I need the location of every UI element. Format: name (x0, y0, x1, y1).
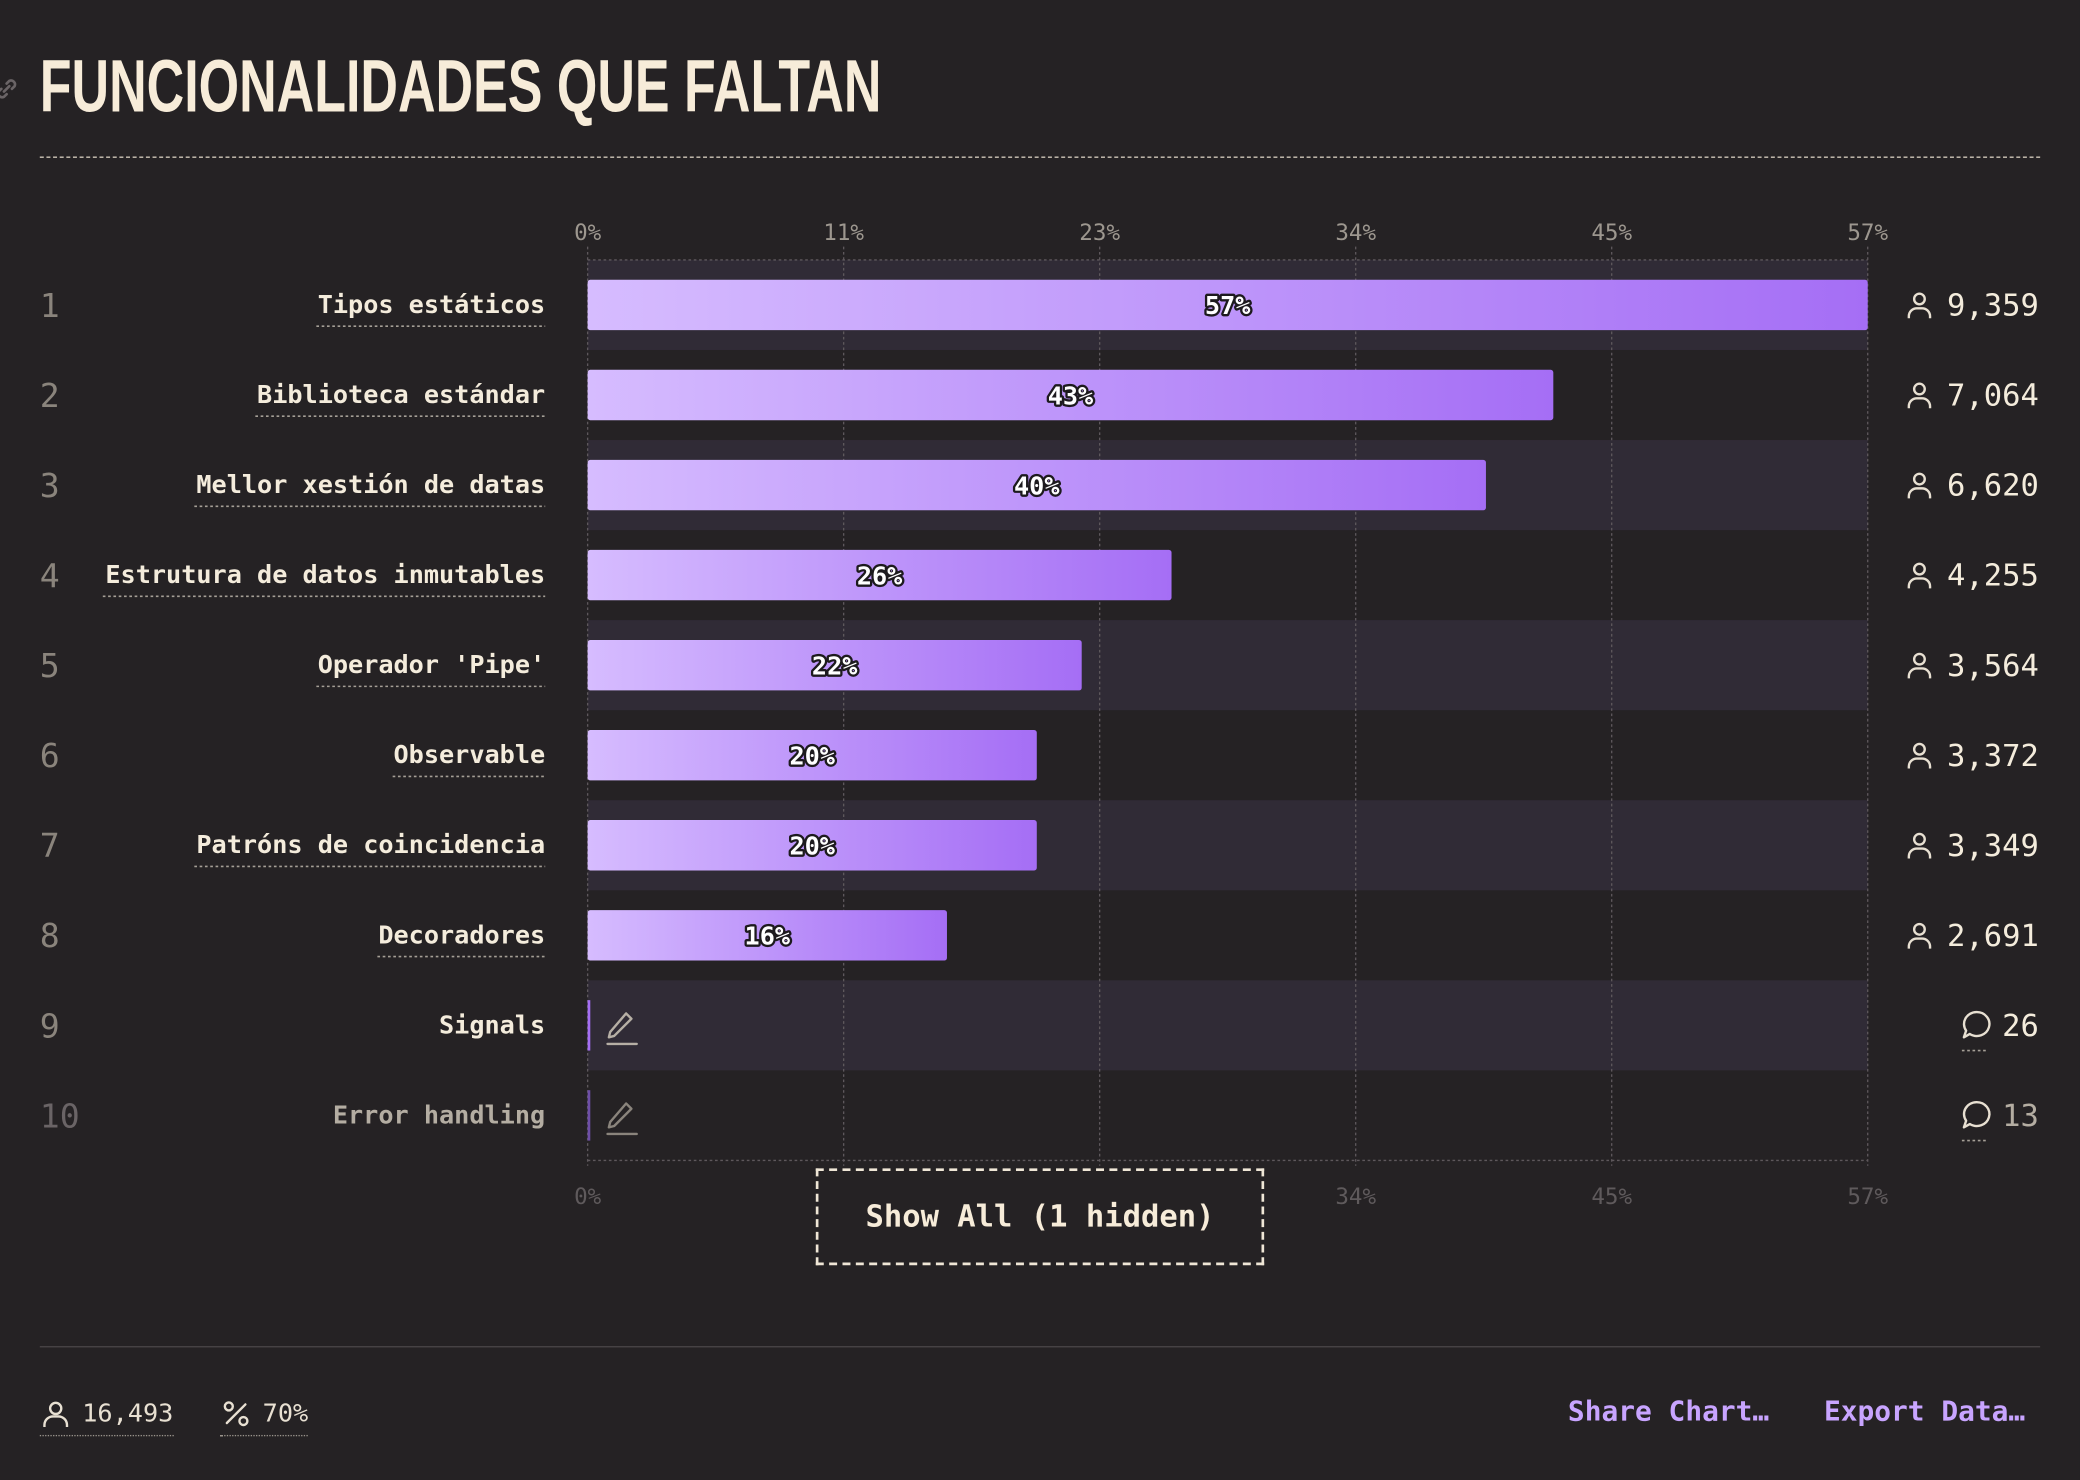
person-icon (1907, 742, 1932, 769)
chart-row[interactable]: 10 Error handling 13 (40, 1090, 2039, 1142)
bar-value-label: 20% (789, 832, 835, 861)
bar[interactable] (587, 639, 1082, 691)
row-rank: 3 (40, 466, 60, 505)
x-tick-label-bottom: 57% (1847, 1184, 1888, 1210)
completion-percentage[interactable]: 70% (220, 1393, 309, 1437)
row-label[interactable]: Signals (439, 1010, 545, 1039)
row-count[interactable]: 2,691 (1947, 919, 2039, 954)
respondents-value: 16,493 (82, 1399, 174, 1429)
row-count[interactable]: 3,564 (1947, 649, 2039, 684)
bar-value-label: 16% (745, 922, 791, 951)
bar[interactable] (587, 730, 1037, 781)
chart-row[interactable]: 1 Tipos estáticos 57% 9,359 (40, 279, 2039, 331)
row-label[interactable]: Decoradores (378, 920, 545, 949)
comment-icon (1962, 1010, 1991, 1039)
page-title: FUNCIONALIDADES QUE FALTAN (39, 43, 882, 128)
link-icon[interactable] (0, 74, 21, 103)
row-rank: 8 (40, 916, 60, 955)
chart-row[interactable]: 3 Mellor xestión de datas 40% 6,620 (40, 459, 2039, 511)
row-rank: 6 (40, 736, 60, 775)
row-count[interactable]: 13 (2002, 1099, 2039, 1134)
x-tick-label-bottom: 0% (574, 1184, 602, 1210)
bar-value-label: 22% (812, 651, 858, 680)
bar[interactable] (587, 459, 1486, 511)
bar[interactable] (587, 1090, 591, 1141)
edit-icon[interactable] (606, 1102, 638, 1136)
person-icon (1907, 472, 1932, 499)
row-count[interactable]: 26 (2002, 1009, 2039, 1044)
x-tick-label-top: 45% (1591, 220, 1632, 246)
person-icon (1907, 562, 1932, 589)
x-tick-label-top: 34% (1335, 220, 1376, 246)
row-label[interactable]: Operador 'Pipe' (318, 650, 545, 679)
x-tick-label-top: 57% (1847, 220, 1888, 246)
chart-row[interactable]: 4 Estrutura de datos inmutables 26% 4,255 (40, 549, 2039, 601)
x-tick-label-bottom: 45% (1591, 1184, 1632, 1210)
percent-icon (223, 1401, 249, 1427)
row-label[interactable]: Error handling (333, 1100, 545, 1129)
show-all-button[interactable]: Show All (1 hidden) (815, 1168, 1265, 1266)
chart-row[interactable]: 2 Biblioteca estándar 43% 7,064 (40, 369, 2039, 421)
person-icon (1907, 652, 1932, 679)
footer-divider (39, 1346, 2041, 1348)
bar[interactable] (587, 549, 1172, 601)
row-band (587, 980, 1868, 1071)
bar[interactable] (587, 279, 1868, 331)
row-rank: 5 (40, 646, 60, 685)
row-label[interactable]: Patróns de coincidencia (196, 830, 545, 859)
bar-value-label: 57% (1205, 291, 1251, 320)
chart-row[interactable]: 5 Operador 'Pipe' 22% 3,564 (40, 639, 2039, 691)
row-count[interactable]: 6,620 (1947, 469, 2039, 504)
bar[interactable] (587, 910, 947, 961)
row-rank: 2 (40, 376, 60, 415)
person-icon (1907, 922, 1932, 949)
bar[interactable] (587, 820, 1037, 871)
chart-row[interactable]: 9 Signals 26 (40, 1000, 2039, 1052)
bar-value-label: 26% (857, 561, 903, 590)
person-icon (1907, 832, 1932, 859)
person-icon (1907, 382, 1932, 409)
row-count[interactable]: 3,372 (1947, 739, 2039, 774)
bar-value-label: 43% (1048, 381, 1094, 410)
title-divider (39, 156, 2041, 158)
row-rank: 4 (40, 556, 60, 595)
row-label[interactable]: Estrutura de datos inmutables (105, 560, 545, 589)
row-count[interactable]: 3,349 (1947, 829, 2039, 864)
row-rank: 9 (40, 1006, 60, 1045)
row-label[interactable]: Observable (394, 740, 546, 769)
row-count[interactable]: 4,255 (1947, 559, 2039, 594)
person-icon (1907, 292, 1932, 319)
row-label[interactable]: Tipos estáticos (318, 290, 545, 319)
chart-row[interactable]: 8 Decoradores 16% 2,691 (40, 910, 2039, 961)
export-data-link[interactable]: Export Data… (1823, 1395, 2026, 1427)
chart-row[interactable]: 7 Patróns de coincidencia 20% 3,349 (40, 820, 2039, 871)
row-count[interactable]: 7,064 (1947, 379, 2039, 414)
total-respondents[interactable]: 16,493 (39, 1393, 174, 1437)
bar-value-label: 40% (1014, 471, 1060, 500)
x-tick-label-top: 23% (1079, 220, 1120, 246)
chart-row[interactable]: 6 Observable 20% 3,372 (40, 730, 2039, 781)
bar-value-label: 20% (789, 741, 835, 770)
row-rank: 7 (40, 826, 60, 865)
row-label[interactable]: Biblioteca estándar (257, 380, 545, 409)
x-tick-label-bottom: 34% (1335, 1184, 1376, 1210)
row-rank: 10 (40, 1096, 80, 1135)
bar[interactable] (587, 369, 1554, 421)
edit-icon[interactable] (606, 1012, 638, 1046)
percentage-value: 70% (262, 1399, 309, 1429)
x-tick-label-top: 0% (574, 220, 602, 246)
row-label[interactable]: Mellor xestión de datas (196, 470, 545, 499)
bar[interactable] (587, 1000, 591, 1051)
row-rank: 1 (40, 286, 60, 325)
person-icon (43, 1401, 69, 1427)
row-count[interactable]: 9,359 (1947, 289, 2039, 324)
bar-chart: 0%0%11%11%23%23%34%34%45%45%57%57% 1Tipo… (40, 220, 2039, 1210)
x-tick-label-top: 11% (823, 220, 864, 246)
comment-icon (1962, 1100, 1991, 1129)
share-chart-link[interactable]: Share Chart… (1567, 1395, 1770, 1427)
